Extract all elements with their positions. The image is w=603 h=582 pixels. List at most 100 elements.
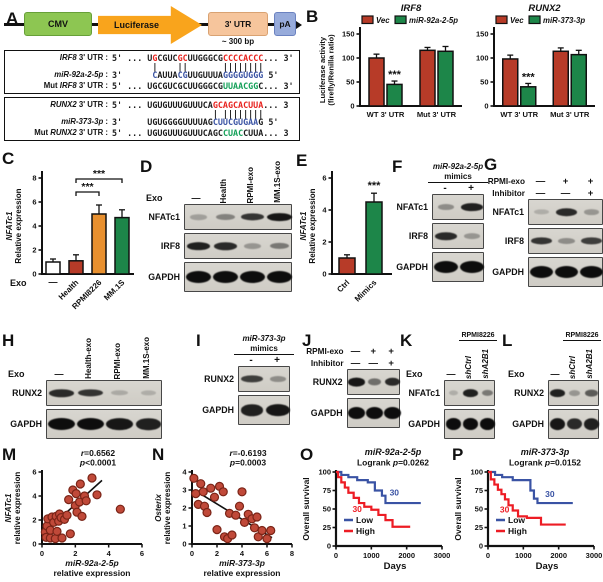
svg-text:4: 4: [32, 492, 37, 501]
panel-b-label: B: [306, 7, 319, 26]
svg-text:75: 75: [475, 486, 483, 495]
svg-text:4: 4: [182, 468, 187, 477]
svg-text:30: 30: [352, 504, 362, 514]
svg-text:Mut 3' UTR: Mut 3' UTR: [550, 110, 590, 119]
nfatc1-irf8-westernblot: — Health RPMI-exo MM.1S-exo Exo NFATc1 IRF8 GAP…: [140, 152, 298, 292]
svg-text:Mut 3' UTR: Mut 3' UTR: [417, 110, 457, 119]
svg-text:4: 4: [107, 549, 112, 558]
svg-text:2: 2: [215, 549, 219, 558]
panel-f: F miR-92a-2-5p mimics - + NFATc1 IRF8 GAPDH: [392, 152, 488, 328]
svg-text:Logrank p=0.0152: Logrank p=0.0152: [509, 458, 581, 468]
svg-text:0: 0: [484, 102, 488, 111]
svg-text:Luciferase activity(firefly/Re: Luciferase activity(firefly/Renilla rati…: [318, 34, 336, 106]
panel-b: B IRF8 Vec miR-92a-2-5p 0 50 100 150 *** WT 3' U…: [300, 0, 603, 148]
nfatc1-mimics-bar-chart: 0 2 4 6 *** Ctrl Mimics NFATc1Relative expressi…: [296, 152, 400, 333]
svg-text:***: ***: [522, 71, 536, 83]
svg-text:miR-92a-2-5p: miR-92a-2-5p: [65, 558, 118, 568]
svg-text:0: 0: [182, 540, 186, 549]
runx2-exosome-westernblot: — Health-exo RPMI-exo MM.1S-exo Exo RUNX2 GAPD…: [2, 332, 194, 439]
panel-n: N r=-0.6193 p=0.0003 0 2 4 6 8 0 1 2 3 4 miR-373-3p r…: [152, 446, 300, 582]
panel-e: E 0 2 4 6 *** Ctrl Mimics NFATc1Relative expres…: [296, 152, 400, 328]
panel-d-label: D: [140, 157, 153, 176]
svg-text:8: 8: [290, 549, 294, 558]
svg-text:25: 25: [475, 523, 483, 532]
panel-a: A CMV Luciferase 3' UTR pA ~ 300 bp IRF8…: [2, 2, 304, 148]
svg-text:***: ***: [368, 180, 382, 192]
svg-text:6: 6: [322, 174, 326, 183]
svg-text:Logrank p=0.0262: Logrank p=0.0262: [357, 458, 429, 468]
svg-text:1000: 1000: [363, 551, 380, 560]
luciferase-arrow: Luciferase: [98, 6, 202, 44]
panel-m: M r=0.6562 p<0.0001 0 2 4 6 0 2 4 6 miR-92a-2-5p re…: [2, 446, 152, 582]
reporter-construct-diagram: CMV Luciferase 3' UTR pA ~ 300 bp: [2, 2, 304, 48]
panel-o-label: O: [300, 445, 314, 464]
rpmi-exo-inhibitor-westernblot: RPMI-exo — + + Inhibitor — — + NFATc1 IRF8 GAPDH: [484, 176, 603, 287]
svg-text:8: 8: [32, 174, 36, 183]
svg-text:p=0.0003: p=0.0003: [229, 458, 266, 468]
svg-text:2: 2: [182, 504, 186, 513]
svg-text:High: High: [356, 526, 375, 536]
svg-text:4: 4: [240, 549, 245, 558]
panel-h-label: H: [2, 331, 15, 350]
panel-g: G RPMI-exo — + + Inhibitor — — + NFATc1 IRF8 GAPDH: [484, 152, 603, 328]
construct-arrowhead-icon: [293, 18, 302, 31]
panel-h: H — Health-exo RPMI-exo MM.1S-exo Exo RUNX2 GA…: [2, 332, 194, 444]
svg-text:6: 6: [140, 549, 144, 558]
svg-text:50: 50: [323, 505, 331, 514]
svg-text:Vec: Vec: [376, 16, 390, 25]
mir373-survival-curve: miR-373-3p Logrank p=0.0152 0 25 50 75 100 0 100…: [452, 446, 603, 582]
mir92a-mimics-westernblot: miR-92a-2-5p mimics - + NFATc1 IRF8 GAPDH: [392, 162, 488, 282]
panel-f-label: F: [392, 157, 403, 176]
svg-text:100: 100: [342, 54, 355, 63]
svg-text:2: 2: [322, 238, 326, 247]
svg-text:NFATc1Relative expression: NFATc1Relative expression: [299, 188, 317, 263]
utr-box: 3' UTR: [208, 12, 268, 36]
svg-text:—: —: [49, 277, 58, 287]
svg-text:3: 3: [182, 486, 186, 495]
panel-g-label: G: [484, 155, 498, 174]
svg-text:4: 4: [322, 206, 327, 215]
panel-i-label: I: [196, 331, 201, 350]
svg-text:***: ***: [81, 181, 94, 193]
panel-m-label: M: [2, 445, 17, 464]
irf8-alignment-box: IRF8 3' UTR :5' ... UGCGUCGCUUGGGCGCCCCA…: [4, 50, 300, 94]
svg-text:miR-373-3p: miR-373-3p: [521, 447, 570, 457]
svg-text:0: 0: [40, 549, 44, 558]
svg-text:4: 4: [32, 222, 37, 231]
svg-text:100: 100: [470, 468, 483, 477]
svg-text:25: 25: [323, 523, 331, 532]
svg-text:RUNX2: RUNX2: [528, 3, 561, 14]
panel-p: P miR-373-3p Logrank p=0.0152 0 25 50 75 100 0 1…: [452, 446, 603, 582]
nfatc1-correlation-scatter: r=0.6562 p<0.0001 0 2 4 6 0 2 4 6 miR-92a-2-5p rela…: [2, 446, 152, 582]
svg-text:1: 1: [182, 522, 186, 531]
svg-text:Overall survival: Overall survival: [301, 477, 311, 540]
svg-text:2: 2: [32, 246, 36, 255]
polya-box: pA: [274, 12, 296, 36]
svg-text:Mimics: Mimics: [353, 278, 379, 304]
svg-text:1000: 1000: [515, 551, 532, 560]
svg-text:miR-373-3p: miR-373-3p: [543, 16, 585, 25]
panel-j-label: J: [302, 331, 312, 350]
svg-text:***: ***: [388, 69, 402, 81]
svg-text:2000: 2000: [398, 551, 415, 560]
svg-text:Vec: Vec: [510, 16, 524, 25]
svg-text:0: 0: [322, 270, 326, 279]
panel-k-label: K: [400, 331, 413, 350]
svg-text:r=0.6562: r=0.6562: [81, 448, 116, 458]
svg-text:50: 50: [475, 505, 483, 514]
panel-e-label: E: [296, 151, 308, 170]
panel-c-label: C: [2, 149, 15, 168]
svg-text:30: 30: [545, 489, 555, 499]
svg-text:0: 0: [32, 270, 36, 279]
svg-text:WT 3' UTR: WT 3' UTR: [367, 110, 405, 119]
nfatc1-sha2b1-westernblot: RPMI8226— shCtrl shA2B1 Exo NFATc1 GAPDH: [400, 332, 500, 439]
svg-text:2: 2: [32, 516, 36, 525]
svg-text:relative expression: relative expression: [53, 568, 130, 578]
runx2-inhibitor-westernblot: RPMI-exo — + + Inhibitor — — + RUNX2 GAPDH: [302, 346, 401, 428]
cmv-promoter-box: CMV: [24, 12, 92, 36]
mir92a-survival-curve: miR-92a-2-5p Logrank p=0.0262 0 25 50 75 100 0 1…: [300, 446, 452, 582]
runx2-sha2b1-westernblot: RPMI8226— shCtrl shA2B1 Exo RUNX2 GAPDH: [502, 332, 603, 439]
svg-text:***: ***: [93, 168, 106, 180]
panel-j: J RPMI-exo — + + Inhibitor — — + RUNX2 GAPDH: [302, 331, 401, 444]
